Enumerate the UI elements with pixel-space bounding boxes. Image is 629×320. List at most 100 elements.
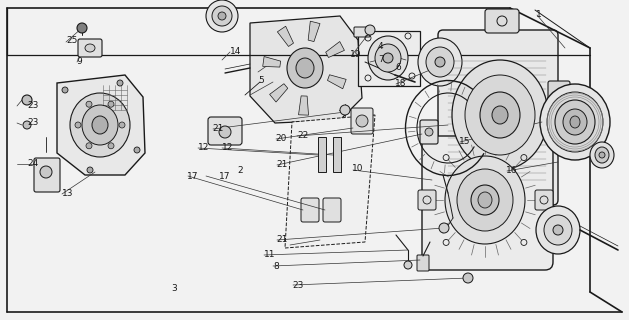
FancyBboxPatch shape <box>548 81 570 107</box>
Text: 21: 21 <box>213 124 224 133</box>
Circle shape <box>435 57 445 67</box>
Text: 12: 12 <box>198 143 209 152</box>
Ellipse shape <box>206 0 238 32</box>
Text: 21: 21 <box>277 235 288 244</box>
Text: 2: 2 <box>238 166 243 175</box>
FancyBboxPatch shape <box>422 136 553 270</box>
Polygon shape <box>326 42 345 58</box>
FancyBboxPatch shape <box>318 137 326 172</box>
Polygon shape <box>299 96 309 115</box>
Ellipse shape <box>445 156 525 244</box>
Circle shape <box>86 143 92 149</box>
Ellipse shape <box>492 106 508 124</box>
Circle shape <box>87 167 93 173</box>
Text: 6: 6 <box>395 63 401 72</box>
Ellipse shape <box>404 261 412 269</box>
Circle shape <box>77 23 87 33</box>
FancyBboxPatch shape <box>438 30 558 205</box>
Circle shape <box>134 147 140 153</box>
Circle shape <box>22 95 32 105</box>
Circle shape <box>86 101 92 107</box>
Text: 5: 5 <box>258 76 264 85</box>
FancyBboxPatch shape <box>78 39 102 57</box>
Text: 16: 16 <box>506 166 518 175</box>
Text: 13: 13 <box>62 189 73 198</box>
FancyBboxPatch shape <box>417 255 429 271</box>
Ellipse shape <box>368 36 408 80</box>
Circle shape <box>23 121 31 129</box>
Text: 10: 10 <box>352 164 364 173</box>
Ellipse shape <box>478 192 492 208</box>
FancyBboxPatch shape <box>420 120 438 144</box>
Circle shape <box>365 25 375 35</box>
Polygon shape <box>277 26 294 46</box>
Text: 23: 23 <box>292 281 304 290</box>
Circle shape <box>117 80 123 86</box>
Ellipse shape <box>536 206 580 254</box>
FancyBboxPatch shape <box>535 190 553 210</box>
Polygon shape <box>250 16 362 123</box>
Text: 4: 4 <box>377 42 383 51</box>
Text: 3: 3 <box>171 284 177 293</box>
FancyBboxPatch shape <box>358 31 420 86</box>
Polygon shape <box>57 75 145 175</box>
Text: 9: 9 <box>77 57 82 66</box>
Circle shape <box>119 122 125 128</box>
Ellipse shape <box>570 116 580 128</box>
Ellipse shape <box>590 142 614 168</box>
Ellipse shape <box>418 38 462 86</box>
Circle shape <box>75 122 81 128</box>
Text: 12: 12 <box>222 143 233 152</box>
Ellipse shape <box>544 215 572 245</box>
Circle shape <box>599 152 605 158</box>
FancyBboxPatch shape <box>354 27 370 37</box>
Text: 11: 11 <box>264 250 276 259</box>
Ellipse shape <box>287 48 323 88</box>
Text: 1: 1 <box>536 10 542 19</box>
Ellipse shape <box>547 92 603 152</box>
Circle shape <box>218 12 226 20</box>
Polygon shape <box>328 75 346 89</box>
Text: 20: 20 <box>276 134 287 143</box>
Text: 17: 17 <box>219 172 230 180</box>
Polygon shape <box>308 21 320 42</box>
Ellipse shape <box>471 185 499 215</box>
Circle shape <box>340 105 350 115</box>
Ellipse shape <box>540 84 610 160</box>
FancyBboxPatch shape <box>323 198 341 222</box>
Ellipse shape <box>465 75 535 155</box>
Text: 25: 25 <box>66 36 77 45</box>
Ellipse shape <box>555 100 595 144</box>
Ellipse shape <box>426 47 454 77</box>
Text: 18: 18 <box>395 79 406 88</box>
Text: 22: 22 <box>297 131 308 140</box>
Circle shape <box>108 143 114 149</box>
Text: 21: 21 <box>277 160 288 169</box>
Ellipse shape <box>480 92 520 138</box>
Polygon shape <box>285 115 375 248</box>
Text: 24: 24 <box>28 159 39 168</box>
FancyBboxPatch shape <box>34 158 60 192</box>
Ellipse shape <box>82 105 118 145</box>
Ellipse shape <box>563 109 587 135</box>
Circle shape <box>425 128 433 136</box>
Ellipse shape <box>85 44 95 52</box>
Ellipse shape <box>70 93 130 157</box>
Circle shape <box>439 223 449 233</box>
Circle shape <box>219 126 231 138</box>
Ellipse shape <box>212 6 232 26</box>
Ellipse shape <box>457 169 513 231</box>
Circle shape <box>463 273 473 283</box>
FancyBboxPatch shape <box>418 190 436 210</box>
Text: 23: 23 <box>28 118 39 127</box>
Text: 8: 8 <box>273 262 279 271</box>
Polygon shape <box>270 84 288 102</box>
Text: 15: 15 <box>459 137 470 146</box>
Ellipse shape <box>296 58 314 78</box>
Polygon shape <box>263 57 281 67</box>
FancyBboxPatch shape <box>351 108 373 134</box>
Text: 23: 23 <box>28 101 39 110</box>
Circle shape <box>383 53 393 63</box>
FancyBboxPatch shape <box>208 117 242 145</box>
Ellipse shape <box>356 115 368 127</box>
